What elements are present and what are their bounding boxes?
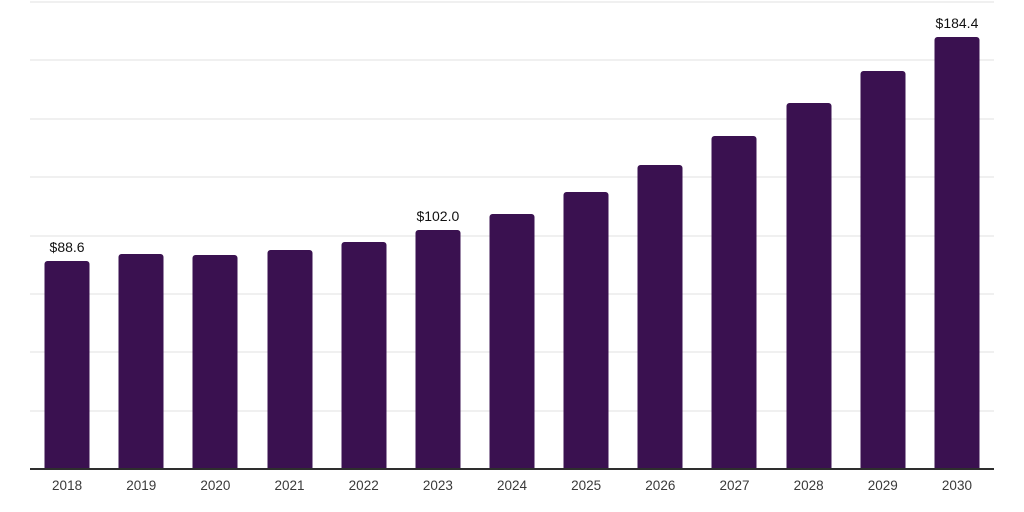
bar-2026 (637, 164, 683, 468)
bar-2018 (44, 261, 90, 468)
x-tick-2021: 2021 (274, 478, 305, 493)
bar-slot-2028 (772, 1, 846, 468)
bar-slot-2022 (327, 1, 401, 468)
x-tick-2029: 2029 (867, 478, 898, 493)
bar-2021 (267, 249, 313, 468)
x-tick-2030: 2030 (941, 478, 972, 493)
bar-slot-2027 (697, 1, 771, 468)
x-tick-2019: 2019 (126, 478, 157, 493)
bar-2024 (489, 213, 535, 468)
bar-2025 (563, 191, 609, 468)
x-tick-2028: 2028 (793, 478, 824, 493)
bar-slot-2029 (846, 1, 920, 468)
bar-slot-2019 (104, 1, 178, 468)
bar-2019 (118, 254, 164, 468)
bar-2022 (341, 241, 387, 468)
bar-slot-2020 (178, 1, 252, 468)
bar-2028 (786, 103, 832, 468)
x-tick-2024: 2024 (496, 478, 528, 493)
x-tick-2018: 2018 (52, 478, 83, 493)
bar-slot-2021 (252, 1, 326, 468)
bar-slot-2026 (623, 1, 697, 468)
x-axis-labels: 2018 2019 2020 2021 2022 2023 2024 2025 2026 2027… (30, 479, 994, 493)
bar-slot-2018: $88.6 (30, 1, 104, 468)
bar-2029 (860, 70, 906, 468)
bar-2027 (711, 135, 757, 468)
x-tick-2020: 2020 (200, 478, 231, 493)
x-tick-2022: 2022 (348, 478, 379, 493)
bar-2020 (192, 255, 238, 468)
plot-area: $88.6 $102.0 $184.4 (30, 1, 994, 470)
bar-slot-2024 (475, 1, 549, 468)
value-label-2023: $102.0 (416, 207, 460, 224)
x-tick-2026: 2026 (645, 478, 676, 493)
bar-2030 (934, 37, 980, 468)
bar-2023 (415, 229, 461, 468)
value-label-2018: $88.6 (49, 239, 85, 256)
x-tick-2023: 2023 (422, 478, 453, 493)
bar-slot-2023: $102.0 (401, 1, 475, 468)
value-label-2030: $184.4 (935, 15, 979, 32)
bar-slot-2030: $184.4 (920, 1, 994, 468)
x-tick-2027: 2027 (719, 478, 750, 493)
x-tick-2025: 2025 (571, 478, 602, 493)
bar-slot-2025 (549, 1, 623, 468)
